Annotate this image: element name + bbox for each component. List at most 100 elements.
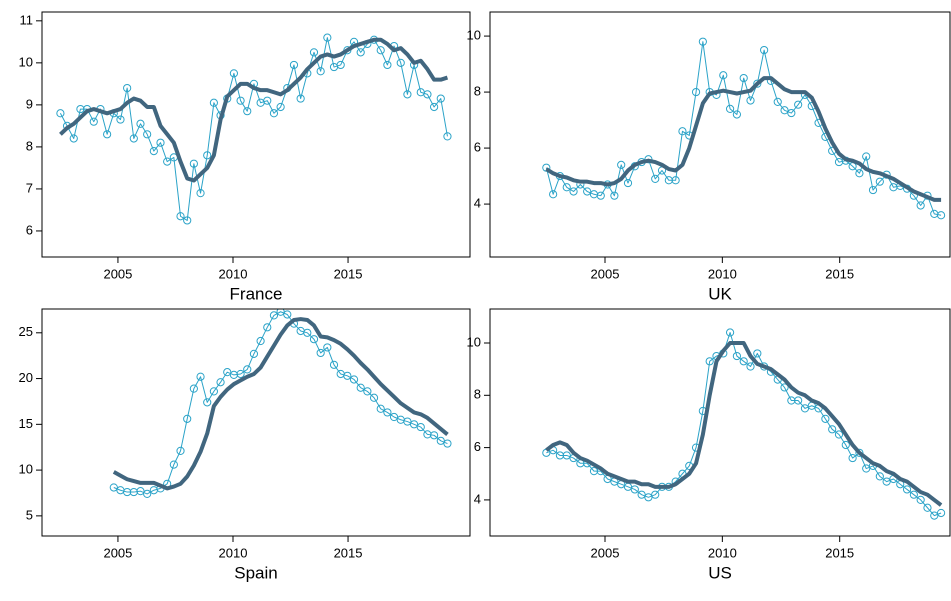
point-marker [875,177,884,186]
point-marker [562,183,571,192]
y-tick-label: 11 [20,12,34,27]
point-marker [698,37,707,46]
point-marker [403,417,412,426]
point-marker [834,430,844,439]
point-marker [936,211,946,220]
point-marker [760,45,769,55]
point-marker [209,387,218,396]
point-marker [129,134,138,143]
series-line [59,37,448,221]
point-marker [236,96,245,105]
point-marker [156,138,165,147]
point-marker [430,102,439,112]
point-marker [753,349,762,358]
point-marker [678,127,687,136]
point-marker [136,119,145,128]
panel-title: Spain [234,563,277,582]
point-marker [289,60,299,70]
point-marker [443,439,452,448]
point-marker [163,157,172,166]
point-marker [309,48,319,57]
point-marker [329,360,339,369]
point-marker [89,117,98,126]
point-marker [562,451,571,460]
point-marker [436,94,445,103]
point-marker [753,79,762,88]
panel-title: US [708,563,732,582]
point-marker [549,190,558,199]
point-marker [930,511,939,520]
x-tick-label: 2005 [103,266,132,281]
y-tick-label: 5 [26,507,33,522]
y-tick-label: 20 [19,370,33,385]
point-marker [644,493,653,502]
point-marker [623,178,633,188]
point-marker [323,33,332,42]
point-marker [732,110,741,119]
point-marker [109,483,118,492]
panel: 6 7 8 9 10 11 2005 2010 2015 France [19,11,471,303]
point-marker [787,108,796,118]
point-marker [732,351,741,361]
point-marker [236,369,245,379]
point-marker [841,440,850,450]
point-marker [423,90,432,99]
point-marker [794,100,803,109]
point-marker [143,489,152,498]
point-marker [56,109,65,118]
point-marker [719,71,728,80]
point-marker [196,189,205,198]
point-marker [296,94,305,103]
plot-frame [489,308,951,537]
x-tick-label: 2005 [591,545,620,560]
y-tick-label: 4 [474,491,481,506]
point-marker [149,146,158,156]
point-marker [203,398,212,407]
plot-frame [41,308,471,537]
point-marker [875,472,884,481]
point-marker [617,160,626,169]
point-marker [349,375,359,384]
x-tick-label: 2015 [334,545,363,560]
point-marker [848,453,857,463]
point-marker [868,185,878,195]
x-tick-label: 2010 [219,545,248,560]
point-marker [183,216,192,225]
point-marker [436,436,445,445]
point-marker [143,130,152,139]
point-marker [183,414,192,423]
point-marker [356,383,365,392]
point-marker [780,383,789,392]
point-marker [644,155,653,164]
y-tick-label: 7 [26,180,33,195]
point-marker [196,372,205,381]
plot-frame [489,11,951,258]
point-marker [416,422,425,432]
point-marker [800,404,810,413]
point-marker [443,132,452,141]
point-marker [376,404,385,413]
point-marker [256,336,265,346]
point-marker [269,109,279,118]
y-tick-label: 9 [26,96,33,111]
x-tick-label: 2015 [825,545,854,560]
y-tick-label: 8 [474,387,481,402]
point-marker [409,420,419,429]
point-marker [725,104,735,113]
panel: 4 6 8 10 2005 2010 2015 UK [467,11,951,303]
point-marker [249,349,259,358]
y-tick-label: 4 [474,196,481,211]
point-marker [389,412,399,422]
point-marker [316,67,325,76]
point-marker [169,460,178,469]
point-marker [356,48,365,57]
y-tick-label: 10 [467,28,481,43]
point-marker [363,387,372,396]
point-marker [369,393,379,402]
y-tick-label: 6 [474,140,481,155]
point-marker [203,151,212,160]
point-marker [569,187,578,196]
plot-area [109,309,452,498]
point-marker [276,102,285,112]
